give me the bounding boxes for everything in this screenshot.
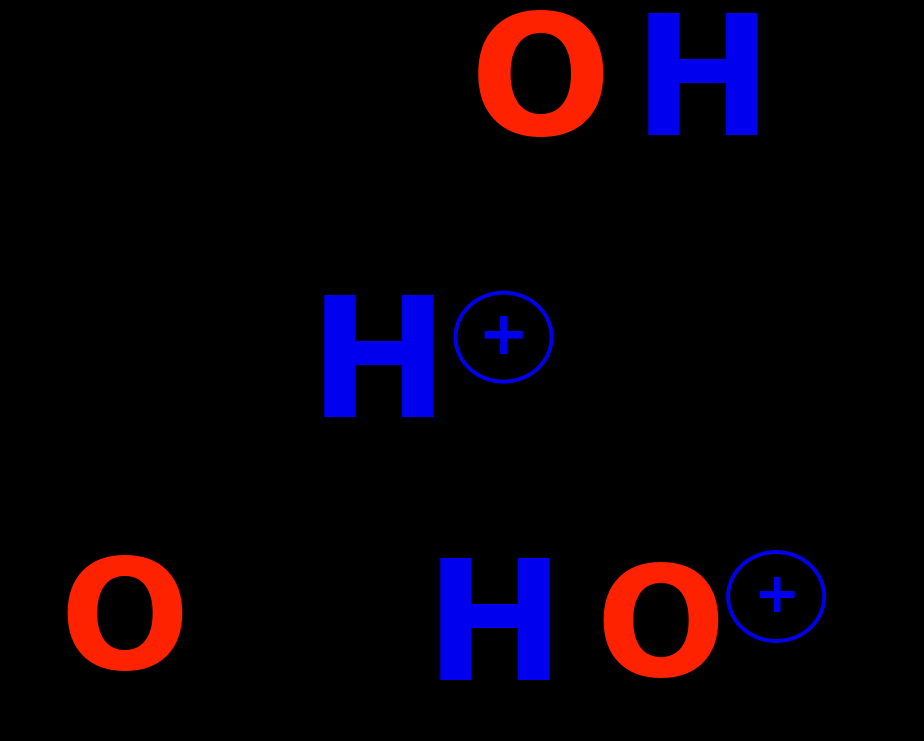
Text: H: H: [310, 289, 448, 452]
Text: O: O: [60, 551, 189, 701]
Text: O: O: [596, 559, 725, 708]
Text: O: O: [469, 7, 612, 170]
Text: H: H: [425, 552, 564, 715]
Text: H: H: [633, 7, 772, 170]
Text: +: +: [478, 308, 529, 367]
Text: +: +: [753, 570, 799, 623]
